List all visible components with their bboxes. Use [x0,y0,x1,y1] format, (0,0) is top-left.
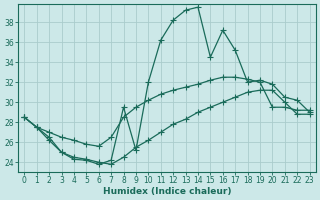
X-axis label: Humidex (Indice chaleur): Humidex (Indice chaleur) [103,187,231,196]
